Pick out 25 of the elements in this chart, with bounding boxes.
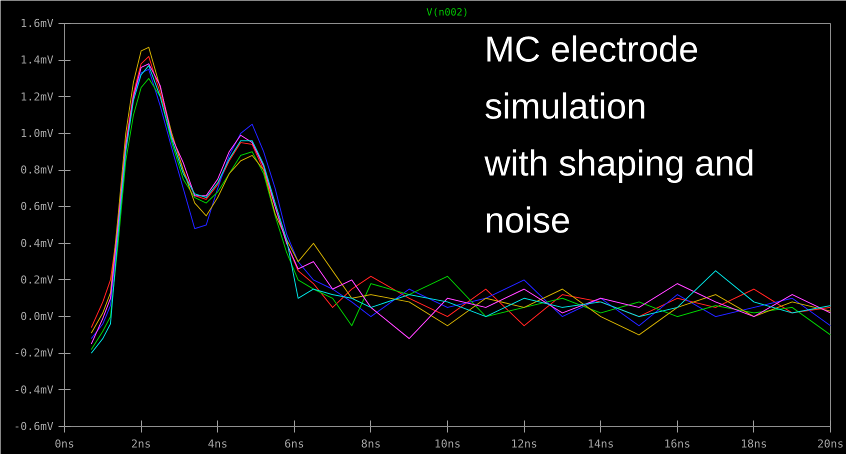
chart-title: V(n002): [426, 8, 469, 18]
y-tick-label: -0.4mV: [14, 383, 54, 396]
y-tick-label: 1.4mV: [20, 54, 54, 67]
x-tick-label: 0ns: [54, 438, 74, 450]
y-tick-label: 0.4mV: [20, 236, 54, 250]
annotation: MC electrode simulation with shaping and noise: [484, 28, 755, 240]
y-tick-label: 0.2mV: [20, 273, 54, 286]
y-tick-label: 1.0mV: [20, 126, 54, 140]
x-tick-label: 2ns: [131, 438, 152, 450]
x-tick-label: 20ns: [817, 438, 844, 450]
x-tick-label: 10ns: [434, 438, 461, 450]
x-tick-label: 16ns: [664, 438, 691, 450]
x-tick-label: 8ns: [360, 438, 381, 450]
y-tick-label: -0.2mV: [14, 346, 54, 360]
y-tick-label: 0.6mV: [20, 200, 54, 214]
y-tick-label: 0.0mV: [20, 310, 54, 324]
x-tick-label: 14ns: [587, 438, 614, 450]
y-tick-label: -0.6mV: [14, 420, 54, 433]
y-tick-label: 1.2mV: [20, 90, 54, 104]
x-tick-label: 4ns: [208, 438, 228, 450]
x-tick-label: 18ns: [740, 438, 768, 450]
y-tick-label: 1.6mV: [20, 17, 54, 30]
y-tick-label: 0.8mV: [20, 164, 54, 177]
x-tick-label: 12ns: [510, 438, 538, 450]
x-tick-label: 6ns: [284, 438, 304, 450]
